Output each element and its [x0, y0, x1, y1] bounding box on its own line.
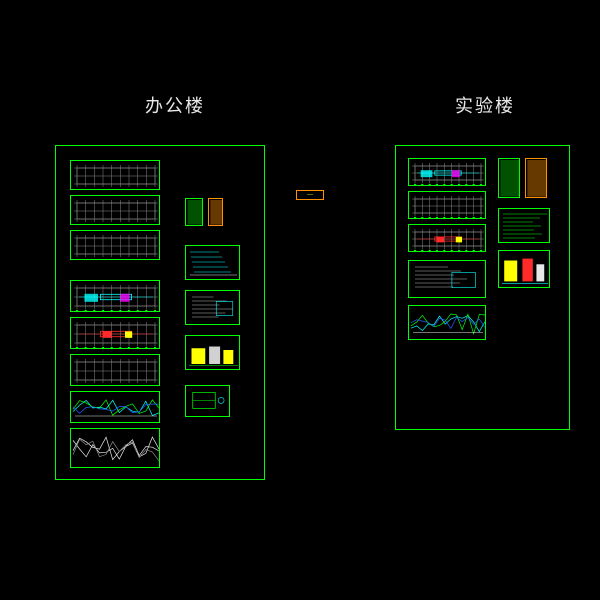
- drawing-thumb-left-8: [185, 198, 203, 226]
- drawing-thumb-left-12: [185, 335, 240, 370]
- drawing-thumb-right-0: [408, 158, 486, 186]
- drawing-thumb-left-11: [185, 290, 240, 325]
- drawing-thumb-right-3: [408, 260, 486, 298]
- center-label: ---: [296, 190, 324, 200]
- drawing-thumb-right-1: [408, 191, 486, 219]
- drawing-thumb-right-2: [408, 224, 486, 252]
- drawing-thumb-left-5: [70, 354, 160, 386]
- drawing-thumb-left-0: [70, 160, 160, 190]
- drawing-thumb-left-6: [70, 391, 160, 423]
- title-right: 实验楼: [455, 92, 515, 118]
- drawing-thumb-left-1: [70, 195, 160, 225]
- drawing-thumb-left-4: [70, 317, 160, 349]
- drawing-thumb-left-7: [70, 428, 160, 468]
- drawing-thumb-right-7: [498, 208, 550, 243]
- drawing-thumb-left-9: [208, 198, 223, 226]
- drawing-thumb-left-2: [70, 230, 160, 260]
- drawing-thumb-right-4: [408, 305, 486, 340]
- drawing-thumb-left-10: [185, 245, 240, 280]
- drawing-thumb-left-13: [185, 385, 230, 417]
- drawing-thumb-right-5: [498, 158, 520, 198]
- title-left: 办公楼: [145, 92, 205, 118]
- drawing-thumb-right-8: [498, 250, 550, 288]
- drawing-thumb-right-6: [525, 158, 547, 198]
- drawing-thumb-left-3: [70, 280, 160, 312]
